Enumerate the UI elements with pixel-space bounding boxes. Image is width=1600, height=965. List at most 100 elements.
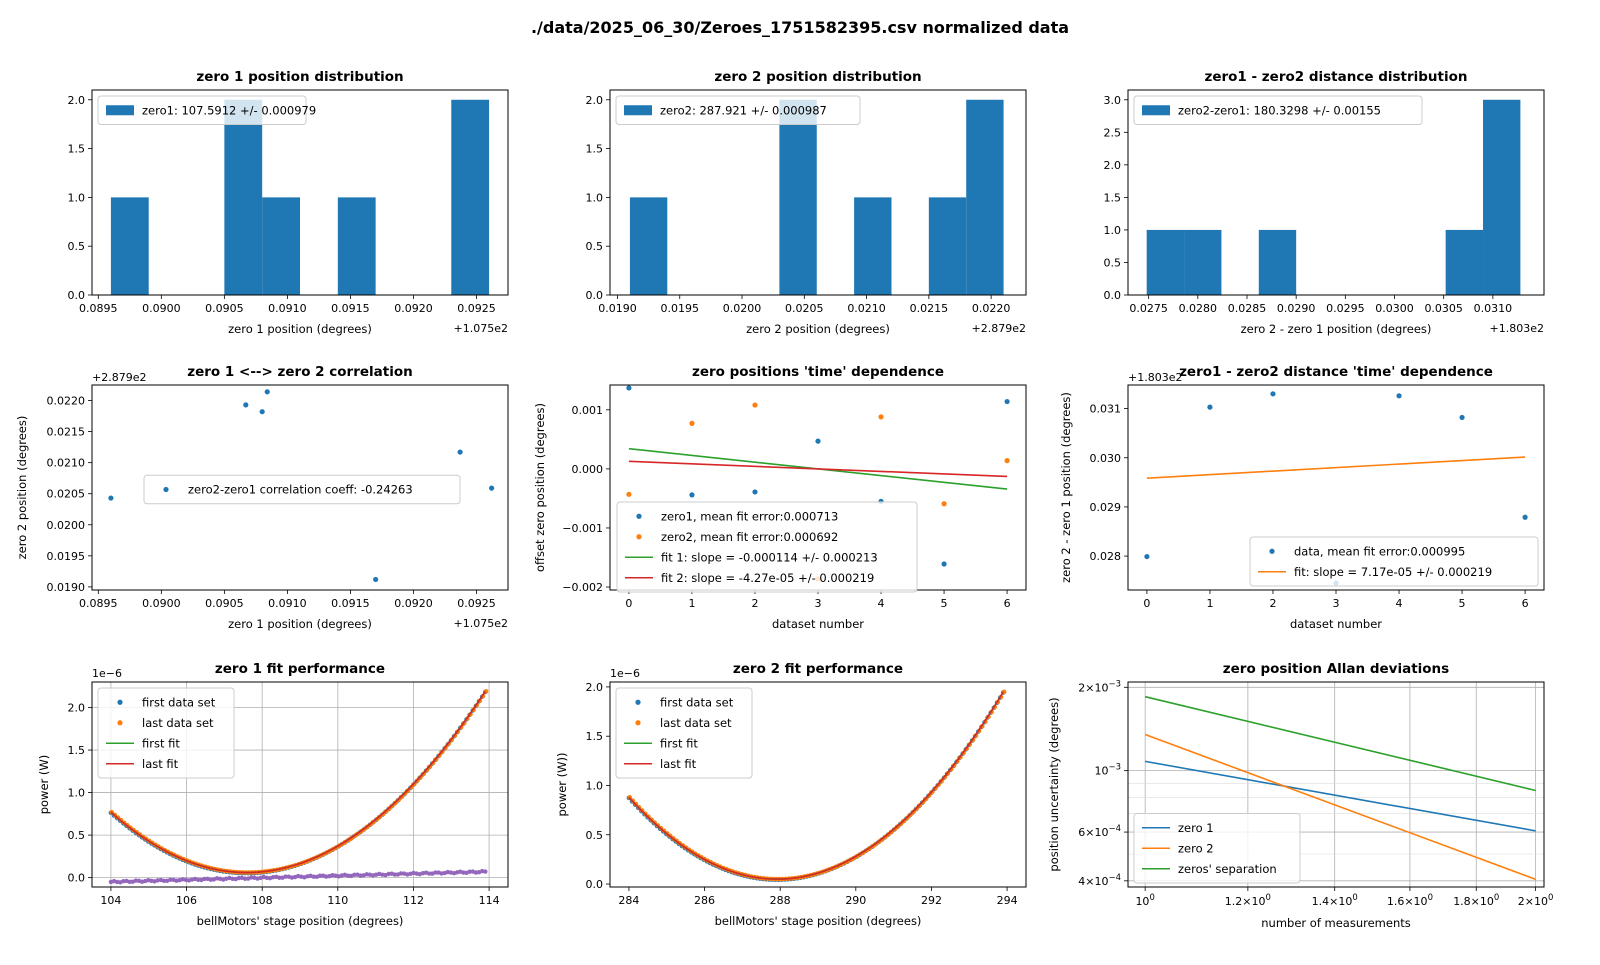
x-tick-label: 5 bbox=[941, 597, 948, 610]
residual-point bbox=[202, 876, 207, 882]
data-point-1-5 bbox=[1396, 393, 1402, 399]
x-tick-label: 1.8×100 bbox=[1453, 893, 1499, 908]
x-tick-label: 0.0910 bbox=[268, 302, 307, 315]
y-tick-label: 0.029 bbox=[1090, 501, 1122, 514]
histogram-bar-4 bbox=[1258, 229, 1297, 295]
x-tick-label: 1.4×100 bbox=[1312, 893, 1358, 908]
legend-label: first data set bbox=[660, 695, 734, 709]
x-tick-label: 1 bbox=[688, 597, 695, 610]
legend: zero2-zero1: 180.3298 +/- 0.00155 bbox=[1133, 95, 1423, 125]
x-tick-label: 114 bbox=[479, 894, 500, 907]
residual-point bbox=[196, 877, 201, 883]
y-tick-label: 0.5 bbox=[586, 240, 604, 253]
x-axis-label: zero 2 position (degrees) bbox=[746, 322, 890, 336]
legend-box bbox=[97, 95, 307, 125]
histogram-bar-9 bbox=[928, 197, 967, 295]
histogram-bar-5 bbox=[262, 197, 300, 295]
x-tick-label: 0.0905 bbox=[205, 597, 244, 610]
y-tick-label: 1.5 bbox=[586, 730, 604, 743]
histogram-bar-2 bbox=[1184, 229, 1222, 295]
legend-box bbox=[143, 474, 461, 505]
x-tick-label: 0.0915 bbox=[331, 597, 370, 610]
y-tick-label: 2.5 bbox=[1104, 126, 1122, 139]
x-tick-label: 0.0275 bbox=[1129, 302, 1168, 315]
legend-label: zero2-zero1 correlation coeff: -0.24263 bbox=[188, 483, 413, 497]
x-tick-label: 0.0915 bbox=[331, 302, 370, 315]
y-axis-label: power (W)) bbox=[555, 752, 569, 816]
residual-point bbox=[242, 876, 248, 881]
x-tick-label: 0.0305 bbox=[1424, 302, 1463, 315]
y-tick-label: 1.5 bbox=[586, 143, 604, 156]
legend-marker bbox=[117, 699, 123, 705]
legend-label: last data set bbox=[660, 716, 732, 730]
x-tick-label: 292 bbox=[921, 894, 942, 907]
legend: zero 1 zero 2 zeros' separation bbox=[1133, 813, 1301, 884]
x-tick-label: 1.2×100 bbox=[1225, 893, 1271, 908]
legend-box bbox=[1133, 813, 1301, 884]
y-tick-label: 0.5 bbox=[68, 829, 86, 842]
x-tick-label: 110 bbox=[327, 894, 348, 907]
plot-area bbox=[1144, 695, 1536, 881]
x-tick-label: 106 bbox=[176, 894, 197, 907]
residual-point bbox=[161, 878, 167, 884]
x-axis-label: bellMotors' stage position (degrees) bbox=[715, 914, 922, 928]
x-tick-label: 286 bbox=[694, 894, 715, 907]
y-tick-label: 0.0220 bbox=[47, 395, 86, 408]
x-tick-label: 3 bbox=[815, 597, 822, 610]
legend-box bbox=[615, 95, 861, 125]
legend-label: first data set bbox=[142, 695, 216, 709]
legend-patch bbox=[1142, 105, 1170, 116]
x-axis-label: number of measurements bbox=[1261, 916, 1411, 930]
legend-label: zero1: 107.5912 +/- 0.000979 bbox=[142, 103, 316, 117]
x-tick-label: 0.0295 bbox=[1326, 302, 1365, 315]
residual-point bbox=[317, 873, 323, 878]
data-point-1-1 bbox=[1144, 553, 1150, 560]
x-axis-label: bellMotors' stage position (degrees) bbox=[197, 914, 404, 928]
data-point-2-5 bbox=[878, 414, 884, 420]
x-tick-label: 0.0220 bbox=[972, 302, 1011, 315]
legend-label: fit 1: slope = -0.000114 +/- 0.000213 bbox=[661, 550, 878, 564]
last-fit-line bbox=[628, 691, 1004, 880]
x-tick-label: 2 bbox=[1269, 597, 1276, 610]
legend-marker bbox=[163, 486, 169, 493]
y-tick-label: 2.0 bbox=[68, 94, 86, 107]
legend-marker bbox=[635, 699, 641, 705]
histogram-bar-10 bbox=[966, 99, 1004, 295]
last-fit-line bbox=[110, 690, 486, 874]
y-tick-label: 0.0 bbox=[1104, 289, 1122, 302]
x-tick-label: 112 bbox=[403, 894, 424, 907]
x-axis-label: zero 1 position (degrees) bbox=[228, 617, 372, 631]
legend: zero1: 107.5912 +/- 0.000979 bbox=[97, 95, 316, 125]
y-tick-label: 1.0 bbox=[586, 779, 604, 792]
axes-frame bbox=[1127, 681, 1545, 888]
y-tick-label: 1.5 bbox=[68, 143, 86, 156]
chart-panel-4: zero 1 <--> zero 2 correlation 0.0895 0.09… bbox=[15, 364, 509, 631]
y-axis-label: zero 2 - zero 1 position (degrees) bbox=[1059, 392, 1073, 583]
chart-title: zero 2 position distribution bbox=[714, 69, 921, 85]
legend-label: zero2: 287.921 +/- 0.000987 bbox=[660, 103, 827, 117]
data-point-1-6 bbox=[941, 561, 947, 567]
legend-label: zero2-zero1: 180.3298 +/- 0.00155 bbox=[1178, 103, 1381, 117]
axes-frame bbox=[91, 384, 509, 591]
y-tick-label: 0.0 bbox=[586, 289, 604, 302]
x-axis-label: zero 2 - zero 1 position (degrees) bbox=[1241, 322, 1432, 336]
y-tick-label: 2.0 bbox=[68, 702, 86, 715]
residual-point bbox=[398, 871, 404, 876]
y-tick-label: −0.001 bbox=[562, 522, 603, 535]
x-tick-label: 0.0925 bbox=[457, 302, 496, 315]
legend-patch bbox=[106, 105, 134, 116]
data-point-1-2 bbox=[243, 402, 249, 408]
plot-area bbox=[108, 689, 489, 885]
plot-area bbox=[1146, 99, 1521, 295]
legend: zero2-zero1 correlation coeff: -0.24263 bbox=[143, 474, 461, 505]
data-point-2-7 bbox=[1004, 458, 1010, 464]
y-tick-label: 4×10−4 bbox=[1078, 873, 1121, 888]
axes-frame bbox=[91, 681, 509, 888]
plot-area bbox=[626, 689, 1007, 883]
x-tick-label: 0.0895 bbox=[79, 597, 118, 610]
legend-label: zero2, mean fit error:0.000692 bbox=[661, 530, 838, 544]
x-tick-label: 6 bbox=[1004, 597, 1011, 610]
residual-point bbox=[277, 875, 282, 880]
x-tick-label: 0.0900 bbox=[142, 597, 181, 610]
data-point-1-4 bbox=[264, 389, 270, 395]
